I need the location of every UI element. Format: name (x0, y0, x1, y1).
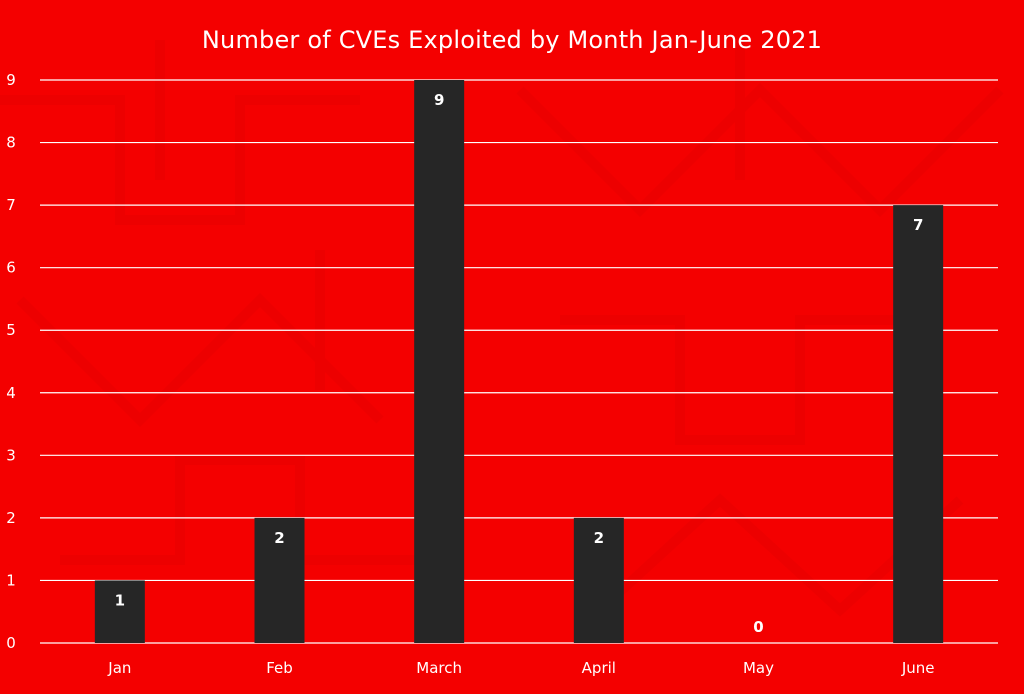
bars (94, 80, 944, 643)
data-label-april: 2 (594, 529, 604, 547)
y-tick-label: 5 (6, 321, 16, 339)
x-category-label: May (743, 659, 774, 677)
y-tick-label: 4 (6, 384, 16, 402)
y-tick-label: 0 (6, 634, 16, 652)
x-category-label: April (582, 659, 616, 677)
chart-title: Number of CVEs Exploited by Month Jan-Ju… (201, 26, 823, 54)
data-label-march: 9 (434, 91, 444, 109)
y-tick-label: 1 (6, 571, 16, 589)
bar-june (893, 205, 944, 643)
x-category-label: Feb (266, 659, 293, 677)
data-label-jan: 1 (115, 591, 125, 609)
data-label-feb: 2 (274, 529, 284, 547)
y-axis-ticks: 0 1 2 3 4 5 6 7 8 9 (6, 71, 16, 652)
y-tick-label: 2 (6, 509, 16, 527)
x-axis-categories: Jan Feb March April May June (107, 659, 934, 677)
y-tick-label: 3 (6, 446, 16, 464)
bar-jan (94, 580, 145, 643)
x-category-label: Jan (107, 659, 131, 677)
x-category-label: March (416, 659, 462, 677)
data-labels: 1 2 9 2 0 7 (115, 91, 924, 636)
gridlines (40, 79, 998, 644)
bar-march (414, 80, 465, 643)
bar-feb (254, 517, 305, 643)
y-tick-label: 6 (6, 259, 16, 277)
y-tick-label: 8 (6, 134, 16, 152)
y-tick-label: 7 (6, 196, 16, 214)
y-tick-label: 9 (6, 71, 16, 89)
bar-april (573, 517, 624, 643)
x-category-label: June (901, 659, 935, 677)
data-label-june: 7 (913, 216, 923, 234)
data-label-may: 0 (753, 618, 763, 636)
